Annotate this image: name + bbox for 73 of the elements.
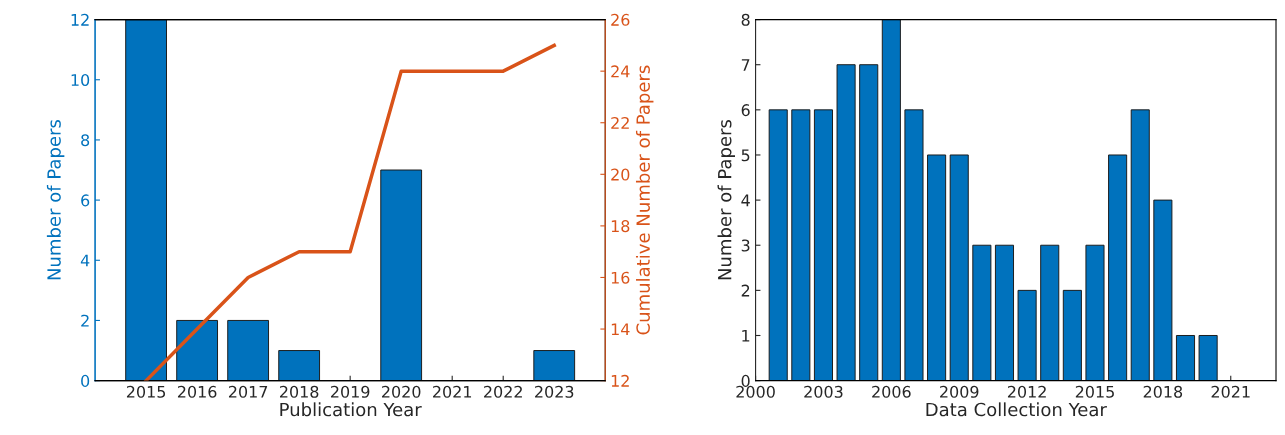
x-tick-label: 2018 [279,385,319,398]
bar [949,154,969,381]
y-tick-label: 8 [81,134,90,147]
bar [836,64,856,381]
y2-tick-label: 12 [611,374,629,387]
y-tick-label: 0 [741,374,750,387]
y2-tick-label: 22 [611,116,629,129]
x-tick-label: 2015 [126,385,166,398]
y-tick-label: 0 [81,374,90,387]
x-tick-label: 2015 [1075,385,1114,398]
x-tick-label: 2000 [736,385,775,398]
y2-tick-label: 18 [611,220,630,233]
y-axis-title: Number of Papers [717,120,735,280]
bar [1017,289,1037,381]
bar [533,350,576,381]
y-tick-label: 5 [741,149,750,162]
y-tick-label: 4 [80,254,90,267]
y2-tick-label: 24 [611,65,630,78]
line-series [144,43,556,381]
x-tick-label: 2016 [177,385,217,398]
y-tick-label: 8 [741,13,750,26]
bar [994,244,1015,381]
x-tick-label: 2023 [535,385,574,398]
y2-tick-label: 26 [611,13,630,26]
bar [1153,199,1173,381]
x-tick-label: 2003 [804,385,843,398]
x-axis-title: Data Collection Year [926,402,1107,417]
bar [1062,289,1082,381]
y-tick-label: 6 [741,104,750,117]
bar [227,319,270,381]
bar [278,350,321,381]
bar [1175,335,1196,381]
x-tick-label: 2021 [433,385,472,398]
bar [380,169,423,381]
y-tick-label: 12 [71,13,89,26]
x-tick-label: 2017 [228,385,268,398]
y-axis-title: Number of Papers [46,120,65,280]
x-tick-label: 2021 [1211,385,1250,398]
bar [927,154,947,381]
bar [972,244,992,381]
x-tick-label: 2006 [872,385,911,398]
y-tick-label: 7 [741,59,750,71]
x-tick-label: 2019 [331,385,370,398]
bar [1130,109,1150,381]
bar [768,109,788,381]
bar [881,19,901,381]
y-tick-label: 4 [741,194,750,207]
bar [813,109,833,381]
bar [125,19,167,381]
x-tick-label: 2020 [382,385,421,398]
bar [1198,335,1218,381]
y-tick-label: 3 [741,239,750,252]
x-tick-label: 2012 [1007,385,1046,398]
y-tick-label: 2 [81,314,89,327]
bar [176,319,219,381]
bar [904,109,924,381]
bar [859,64,879,381]
y2-tick-label: 16 [611,271,630,284]
x-tick-label: 2009 [940,385,979,398]
bar [1108,154,1128,381]
y2-tick-label: 20 [611,168,630,181]
y2-tick-label: 14 [611,323,630,336]
y-tick-label: 10 [71,73,90,87]
x-tick-label: 2022 [484,385,522,398]
y2-axis-title: Cumulative Number of Papers [635,65,654,335]
bar [791,109,811,381]
x-tick-label: 2018 [1143,385,1183,398]
bar [1085,244,1105,381]
y-tick-label: 2 [741,284,750,297]
x-axis-title: Publication Year [280,402,422,417]
bar [1040,244,1060,381]
y-tick-label: 6 [81,194,90,207]
y-tick-label: 1 [742,329,750,342]
